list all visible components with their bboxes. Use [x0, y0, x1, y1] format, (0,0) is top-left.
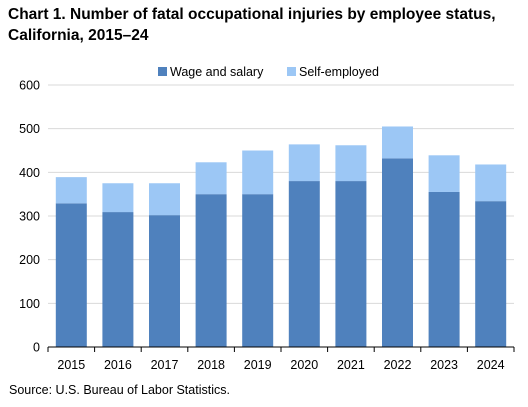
bar-wage-2015 — [55, 203, 87, 347]
legend-label-wage: Wage and salary — [170, 65, 264, 79]
bar-self-2018 — [195, 162, 227, 195]
x-tick-label: 2019 — [244, 358, 272, 372]
y-tick-label: 100 — [19, 297, 40, 311]
bar-wage-2020 — [288, 181, 320, 347]
legend-swatch-self — [287, 67, 296, 76]
legend-label-self: Self-employed — [299, 65, 379, 79]
y-tick-label: 0 — [33, 341, 40, 355]
x-tick-label: 2022 — [384, 358, 412, 372]
bar-self-2019 — [242, 150, 274, 195]
bar-self-2017 — [149, 183, 180, 216]
bar-wage-2023 — [428, 191, 460, 347]
y-tick-label: 500 — [19, 122, 40, 136]
bar-wage-2022 — [382, 158, 413, 347]
bar-wage-2019 — [242, 194, 274, 347]
x-tick-label: 2023 — [430, 358, 458, 372]
y-tick-label: 300 — [19, 210, 40, 224]
x-tick-label: 2020 — [290, 358, 318, 372]
x-tick-label: 2017 — [151, 358, 179, 372]
bar-self-2023 — [428, 155, 460, 192]
bar-self-2020 — [288, 144, 320, 182]
source-note: Source: U.S. Bureau of Labor Statistics. — [9, 383, 230, 397]
bar-wage-2017 — [149, 215, 180, 347]
bar-wage-2024 — [475, 201, 507, 347]
y-tick-label: 200 — [19, 253, 40, 267]
x-tick-label: 2016 — [104, 358, 132, 372]
x-tick-label: 2018 — [197, 358, 225, 372]
bar-wage-2018 — [195, 194, 227, 347]
bar-self-2022 — [382, 126, 413, 159]
legend-swatch-wage — [158, 67, 167, 76]
legend: Wage and salary Self-employed — [158, 65, 379, 79]
chart-title: Chart 1. Number of fatal occupational in… — [8, 6, 496, 44]
y-tick-label: 400 — [19, 166, 40, 180]
x-tick-label: 2015 — [57, 358, 85, 372]
y-tick-label: 600 — [19, 79, 40, 93]
bar-self-2015 — [55, 177, 87, 204]
bar-self-2016 — [102, 183, 134, 213]
axes: 0 100 200 300 400 500 600 2015 2016 2017 2018 2019 2… — [19, 79, 515, 372]
bars — [55, 126, 507, 347]
bar-self-2024 — [475, 164, 507, 202]
bar-self-2021 — [335, 145, 367, 182]
bar-wage-2021 — [335, 181, 367, 347]
x-tick-label: 2021 — [337, 358, 365, 372]
x-tick-label: 2024 — [477, 358, 505, 372]
bar-wage-2016 — [102, 212, 134, 347]
